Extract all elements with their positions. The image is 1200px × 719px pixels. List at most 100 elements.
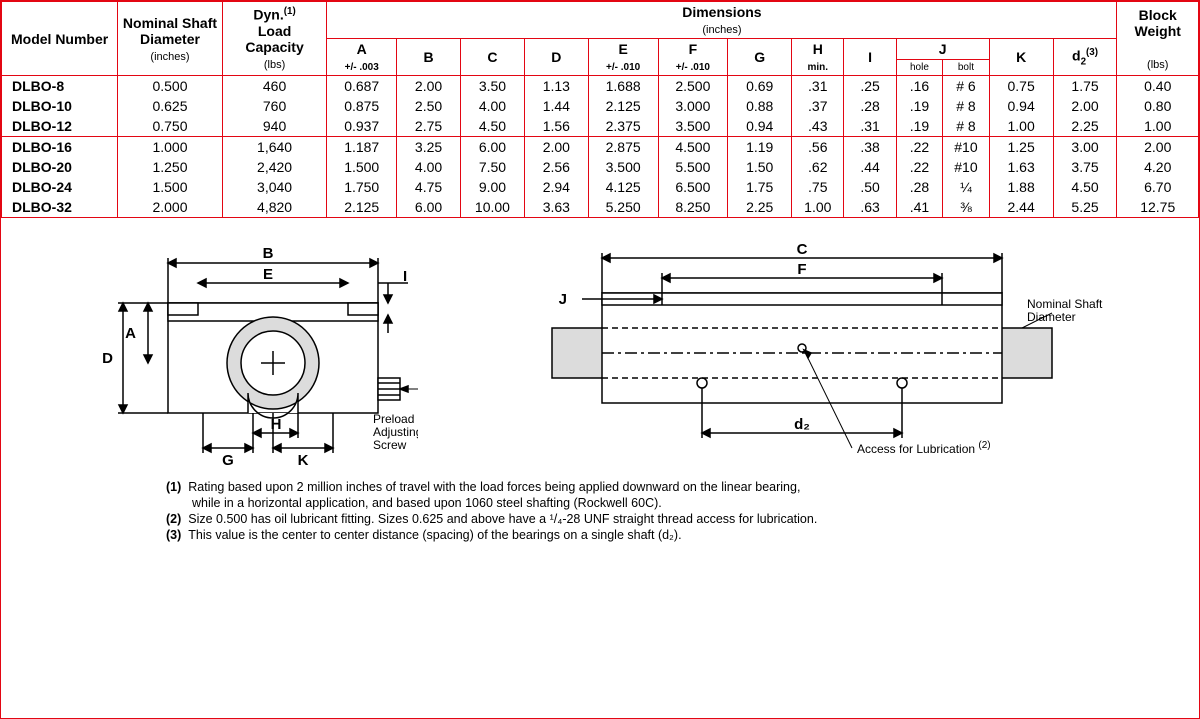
diagram-area: B E I A D G H K	[1, 218, 1199, 478]
cell-model: DLBO-12	[2, 116, 118, 137]
cell-G: 0.69	[728, 76, 792, 97]
cell-G: 2.25	[728, 197, 792, 218]
cell-Jb: # 8	[943, 116, 989, 137]
svg-text:D: D	[102, 350, 113, 367]
cell-H: 1.00	[792, 197, 844, 218]
cell-shaft: 1.000	[118, 137, 223, 158]
col-G: G	[728, 39, 792, 76]
cell-I: .31	[844, 116, 896, 137]
cell-I: .50	[844, 177, 896, 197]
col-J-hole: hole	[896, 60, 942, 76]
cell-load: 760	[222, 96, 327, 116]
cell-D: 3.63	[524, 197, 588, 218]
cell-H: .62	[792, 157, 844, 177]
cell-wt: 6.70	[1117, 177, 1199, 197]
cell-H: .31	[792, 76, 844, 97]
cell-F: 5.500	[658, 157, 728, 177]
cell-K: 1.63	[989, 157, 1053, 177]
cell-shaft: 1.250	[118, 157, 223, 177]
cell-B: 3.25	[397, 137, 461, 158]
cell-d2: 2.25	[1053, 116, 1117, 137]
table-row: DLBO-241.5003,0401.7504.759.002.944.1256…	[2, 177, 1199, 197]
svg-text:d₂: d₂	[794, 416, 810, 433]
cell-B: 4.75	[397, 177, 461, 197]
cell-Jh: .19	[896, 116, 942, 137]
table-row: DLBO-161.0001,6401.1873.256.002.002.8754…	[2, 137, 1199, 158]
col-C: C	[460, 39, 524, 76]
cell-G: 1.50	[728, 157, 792, 177]
svg-text:C: C	[797, 241, 808, 258]
cell-D: 2.94	[524, 177, 588, 197]
col-shaft: Nominal Shaft Diameter(inches)	[118, 2, 223, 76]
cell-d2: 3.00	[1053, 137, 1117, 158]
table-body: DLBO-80.5004600.6872.003.501.131.6882.50…	[2, 76, 1199, 218]
cell-Jb: #10	[943, 137, 989, 158]
col-A: A+/- .003	[327, 39, 397, 76]
svg-text:F: F	[797, 261, 806, 278]
cell-E: 2.875	[588, 137, 658, 158]
cell-F: 3.000	[658, 96, 728, 116]
cell-shaft: 1.500	[118, 177, 223, 197]
table-row: DLBO-201.2502,4201.5004.007.502.563.5005…	[2, 157, 1199, 177]
cell-K: 1.00	[989, 116, 1053, 137]
cell-A: 1.187	[327, 137, 397, 158]
cell-H: .43	[792, 116, 844, 137]
col-dimensions: Dimensions(inches)	[327, 2, 1117, 39]
footnotes: (1) Rating based upon 2 million inches o…	[1, 480, 1199, 554]
cell-I: .44	[844, 157, 896, 177]
diagram-side: C F J d₂ Nominal ShaftDiameter Access fo…	[532, 233, 1112, 473]
cell-model: DLBO-20	[2, 157, 118, 177]
svg-text:B: B	[263, 245, 274, 262]
col-load: Dyn.(1) Load Capacity(lbs)	[222, 2, 327, 76]
cell-d2: 2.00	[1053, 96, 1117, 116]
col-d2: d2(3)	[1053, 39, 1117, 76]
cell-Jb: #10	[943, 157, 989, 177]
cell-B: 6.00	[397, 197, 461, 218]
cell-shaft: 2.000	[118, 197, 223, 218]
cell-A: 1.750	[327, 177, 397, 197]
cell-F: 3.500	[658, 116, 728, 137]
col-E: E+/- .010	[588, 39, 658, 76]
cell-load: 2,420	[222, 157, 327, 177]
cell-F: 6.500	[658, 177, 728, 197]
table-row: DLBO-80.5004600.6872.003.501.131.6882.50…	[2, 76, 1199, 97]
cell-B: 2.50	[397, 96, 461, 116]
cell-E: 2.375	[588, 116, 658, 137]
cell-F: 4.500	[658, 137, 728, 158]
page-container: Model Number Nominal Shaft Diameter(inch…	[0, 0, 1200, 719]
cell-C: 9.00	[460, 177, 524, 197]
cell-D: 1.44	[524, 96, 588, 116]
svg-text:K: K	[298, 452, 309, 469]
cell-Jh: .16	[896, 76, 942, 97]
svg-text:H: H	[271, 416, 282, 433]
cell-E: 3.500	[588, 157, 658, 177]
cell-wt: 2.00	[1117, 137, 1199, 158]
cell-K: 2.44	[989, 197, 1053, 218]
cell-d2: 1.75	[1053, 76, 1117, 97]
cell-Jb: # 8	[943, 96, 989, 116]
table-row: DLBO-322.0004,8202.1256.0010.003.635.250…	[2, 197, 1199, 218]
cell-Jh: .22	[896, 137, 942, 158]
cell-Jh: .41	[896, 197, 942, 218]
cell-H: .56	[792, 137, 844, 158]
cell-wt: 1.00	[1117, 116, 1199, 137]
col-I: I	[844, 39, 896, 76]
col-J: J	[896, 39, 989, 60]
col-B: B	[397, 39, 461, 76]
cell-load: 3,040	[222, 177, 327, 197]
cell-wt: 12.75	[1117, 197, 1199, 218]
cell-I: .25	[844, 76, 896, 97]
col-K: K	[989, 39, 1053, 76]
col-F: F+/- .010	[658, 39, 728, 76]
svg-text:J: J	[559, 291, 567, 308]
col-weight: Block Weight(lbs)	[1117, 2, 1199, 76]
cell-Jb: ¼	[943, 177, 989, 197]
cell-Jh: .28	[896, 177, 942, 197]
cell-wt: 0.40	[1117, 76, 1199, 97]
cell-D: 1.13	[524, 76, 588, 97]
cell-Jb: # 6	[943, 76, 989, 97]
cell-H: .37	[792, 96, 844, 116]
cell-wt: 0.80	[1117, 96, 1199, 116]
cell-B: 2.75	[397, 116, 461, 137]
cell-K: 0.75	[989, 76, 1053, 97]
